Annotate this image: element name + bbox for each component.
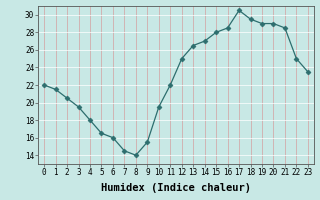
X-axis label: Humidex (Indice chaleur): Humidex (Indice chaleur) bbox=[101, 183, 251, 193]
